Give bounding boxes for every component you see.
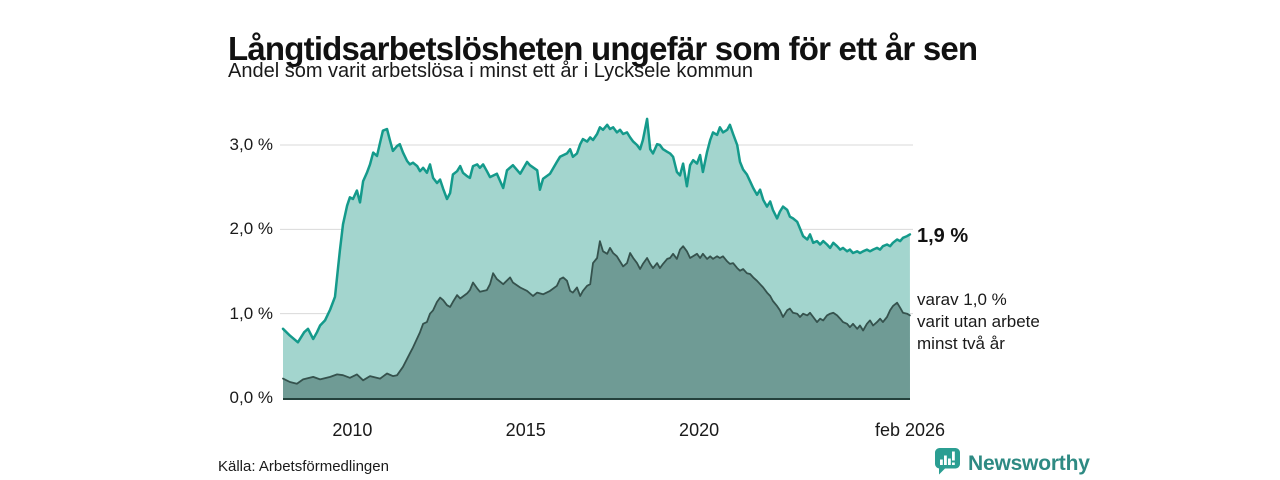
y-tick-label: 1,0 % bbox=[229, 303, 273, 323]
x-tick-label: 2010 bbox=[332, 420, 373, 440]
y-tick-label: 3,0 % bbox=[229, 135, 273, 154]
latest-value-label: 1,9 % bbox=[917, 225, 969, 247]
series-two-year-area bbox=[283, 241, 910, 398]
area-chart-canvas bbox=[280, 117, 913, 400]
newsworthy-logo: Newsworthy bbox=[934, 447, 1090, 480]
y-tick-label: 2,0 % bbox=[229, 219, 273, 239]
series-two-year-line bbox=[282, 240, 911, 385]
page-subtitle: Andel som varit arbetslösa i minst ett å… bbox=[228, 60, 754, 82]
newsworthy-logo-icon bbox=[934, 447, 961, 480]
source-note: Källa: Arbetsförmedlingen bbox=[218, 458, 389, 475]
area-chart bbox=[280, 100, 913, 400]
newsworthy-logo-text: Newsworthy bbox=[968, 451, 1090, 475]
two-year-annotation-line3: minst två år bbox=[917, 334, 1005, 353]
two-year-annotation-line1: varav 1,0 % bbox=[917, 290, 1007, 309]
two-year-annotation: varav 1,0 % varit utan arbete minst två … bbox=[917, 289, 1040, 355]
series-total-line bbox=[281, 117, 912, 344]
x-tick-label: feb 2026 bbox=[874, 420, 946, 440]
x-tick-label: 2015 bbox=[505, 420, 546, 440]
two-year-annotation-line2: varit utan arbete bbox=[917, 312, 1040, 331]
x-tick-label: 2020 bbox=[679, 420, 720, 440]
page-title: Långtidsarbetslösheten ungefär som för e… bbox=[228, 30, 978, 68]
y-tick-label: 0,0 % bbox=[229, 388, 273, 407]
